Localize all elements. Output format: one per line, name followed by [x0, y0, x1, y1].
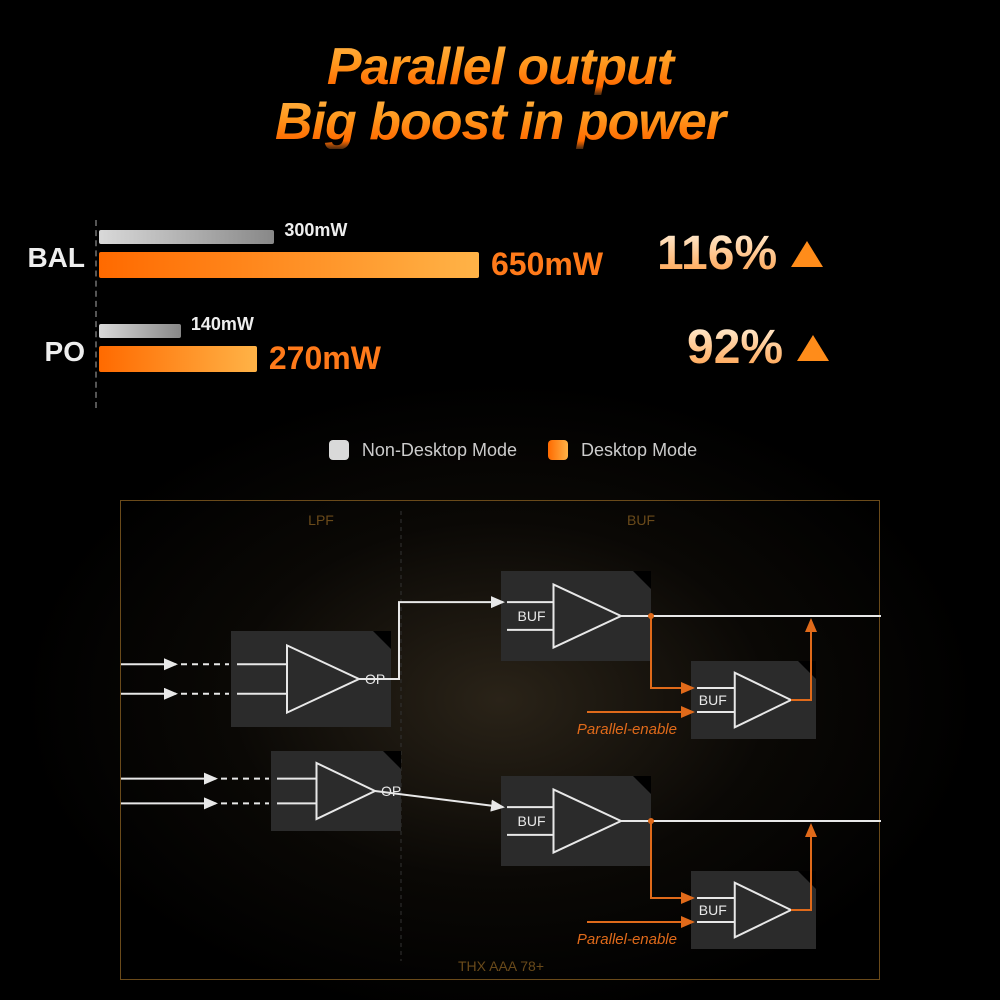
percentage-increase: 116%: [657, 226, 823, 281]
up-triangle-icon: [791, 241, 823, 267]
diagram-svg: LPFBUFTHX AAA 78+OPOPBUFBUFBUFBUFParalle…: [121, 501, 881, 981]
bar-non-desktop: [99, 230, 274, 244]
chart-legend: Non-Desktop Mode Desktop Mode: [0, 440, 1000, 461]
svg-text:Parallel-enable: Parallel-enable: [577, 721, 677, 738]
svg-text:Parallel-enable: Parallel-enable: [577, 931, 677, 948]
bar-value-small: 140mW: [191, 314, 254, 335]
up-triangle-icon: [797, 335, 829, 361]
power-chart: BAL300mW650mW116%PO140mW270mW92%: [95, 220, 905, 408]
row-label: BAL: [7, 242, 85, 274]
svg-text:BUF: BUF: [518, 608, 546, 624]
bar-desktop: [99, 346, 257, 372]
chart-row: PO140mW270mW92%: [97, 314, 905, 402]
chart-row: BAL300mW650mW116%: [97, 220, 905, 308]
svg-text:BUF: BUF: [699, 692, 727, 708]
svg-text:BUF: BUF: [627, 512, 655, 528]
svg-text:BUF: BUF: [518, 813, 546, 829]
svg-text:BUF: BUF: [699, 902, 727, 918]
title-line-2: Big boost in power: [0, 95, 1000, 150]
svg-text:THX AAA 78+: THX AAA 78+: [458, 958, 544, 974]
legend-label-a: Non-Desktop Mode: [362, 440, 517, 460]
bar-value-big: 650mW: [491, 246, 603, 283]
circuit-diagram: LPFBUFTHX AAA 78+OPOPBUFBUFBUFBUFParalle…: [120, 500, 880, 980]
legend-swatch-non-desktop: [329, 440, 349, 460]
bar-non-desktop: [99, 324, 181, 338]
legend-swatch-desktop: [548, 440, 568, 460]
svg-text:LPF: LPF: [308, 512, 334, 528]
bar-value-small: 300mW: [284, 220, 347, 241]
bar-desktop: [99, 252, 479, 278]
svg-text:OP: OP: [381, 783, 401, 799]
percentage-increase: 92%: [687, 320, 829, 375]
bar-value-big: 270mW: [269, 340, 381, 377]
title-line-1: Parallel output: [0, 40, 1000, 95]
row-label: PO: [7, 336, 85, 368]
title-block: Parallel output Big boost in power: [0, 0, 1000, 149]
legend-label-b: Desktop Mode: [581, 440, 697, 460]
